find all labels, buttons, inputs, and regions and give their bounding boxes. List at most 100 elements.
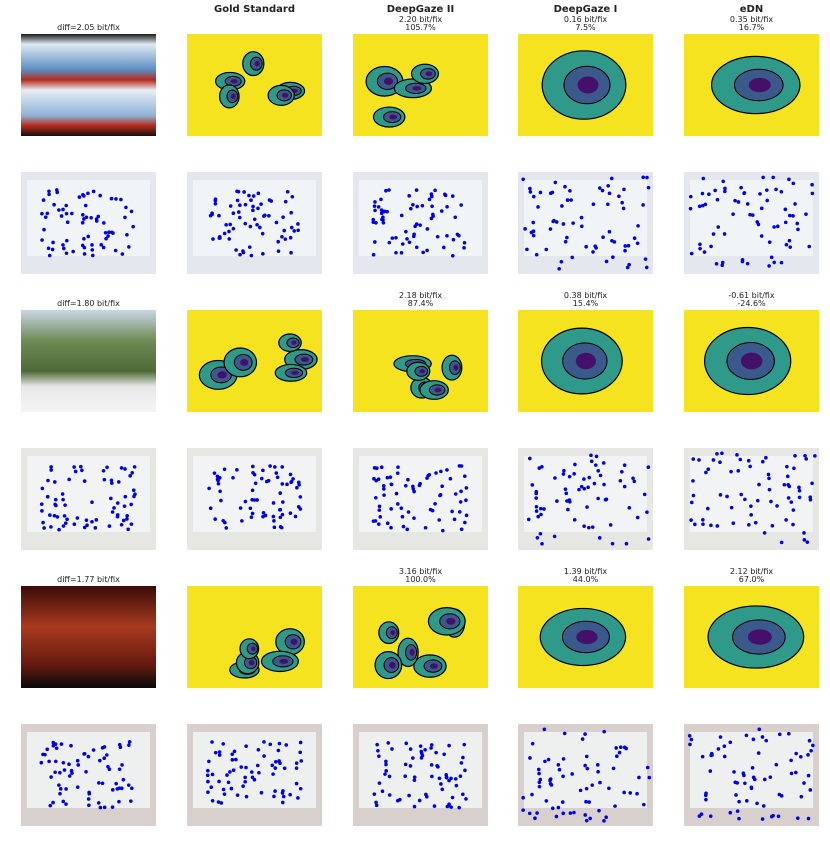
fixation xyxy=(775,504,779,508)
fixation xyxy=(597,186,602,190)
fixation xyxy=(125,517,129,521)
fixation xyxy=(240,519,244,523)
fixation xyxy=(445,233,449,238)
fixation xyxy=(429,763,434,767)
fixation xyxy=(807,244,812,249)
fixation xyxy=(531,233,536,238)
fixation xyxy=(411,234,416,239)
fixation xyxy=(241,784,245,788)
fixation xyxy=(294,781,299,786)
fixation xyxy=(701,522,705,526)
fixation xyxy=(40,486,45,491)
fixation xyxy=(450,509,454,514)
fixation xyxy=(129,799,133,803)
fixation xyxy=(557,767,562,772)
fixation xyxy=(257,770,261,775)
fixation xyxy=(294,761,299,765)
fixation xyxy=(51,800,55,805)
fixation xyxy=(281,794,286,799)
fixation xyxy=(395,471,400,475)
fixation xyxy=(120,763,124,767)
saliency-peak xyxy=(389,661,396,669)
fixation xyxy=(413,224,417,229)
photo xyxy=(21,34,156,136)
fixation xyxy=(590,525,595,529)
fixation xyxy=(213,202,218,206)
fixation xyxy=(281,789,285,793)
fixation xyxy=(538,190,543,195)
fixation xyxy=(707,192,711,196)
fixation xyxy=(269,199,274,203)
fixation xyxy=(620,200,624,205)
fixation xyxy=(382,209,386,214)
fixation xyxy=(221,787,226,792)
fixation xyxy=(274,220,279,225)
fixation xyxy=(797,485,801,490)
fixation xyxy=(53,742,58,746)
fixation xyxy=(59,214,64,218)
fixation xyxy=(637,775,641,780)
fixation xyxy=(698,246,702,251)
saliency-peak xyxy=(281,92,289,98)
fixation xyxy=(530,792,534,797)
fixation xyxy=(462,742,467,747)
fixation xyxy=(739,185,743,190)
fixation xyxy=(585,766,590,771)
fixation xyxy=(435,234,440,239)
fixation xyxy=(259,202,263,206)
fixation xyxy=(697,204,702,209)
fixation xyxy=(63,503,67,507)
fixation xyxy=(110,230,114,235)
fixation xyxy=(205,773,210,778)
fixation xyxy=(404,229,408,234)
fixation xyxy=(764,455,768,460)
fixation xyxy=(380,217,384,222)
fixation xyxy=(371,252,376,257)
fixation xyxy=(619,745,623,750)
fixation xyxy=(259,476,264,481)
fixation xyxy=(804,457,809,461)
fixation xyxy=(582,486,587,491)
diff-label: diff=1.80 bit/fix xyxy=(57,299,120,308)
fixation xyxy=(61,497,65,502)
fixation xyxy=(381,483,386,488)
fixation xyxy=(207,486,211,491)
score-percent: 15.4% xyxy=(573,299,599,308)
fixation xyxy=(262,754,266,758)
fixation xyxy=(296,796,300,800)
fixation xyxy=(75,785,80,789)
fixation xyxy=(625,265,630,270)
fixation xyxy=(691,493,696,498)
fixation xyxy=(723,186,727,191)
fixation xyxy=(107,767,112,772)
fixation xyxy=(219,498,223,503)
fixation xyxy=(808,497,813,502)
fixation xyxy=(130,786,134,791)
fixation xyxy=(789,758,793,763)
fixation xyxy=(704,470,708,475)
fixation xyxy=(119,197,123,202)
fixation xyxy=(234,248,238,252)
fixation xyxy=(90,253,95,258)
fixation xyxy=(93,526,98,530)
saliency-peak xyxy=(240,358,249,367)
fixation xyxy=(548,227,553,231)
fixation xyxy=(552,534,557,539)
fixation xyxy=(248,506,253,511)
fixation xyxy=(57,208,61,212)
score-bits: 2.18 bit/fix xyxy=(399,291,443,300)
fixation xyxy=(457,510,462,514)
fixation xyxy=(802,531,806,535)
fixation xyxy=(584,786,589,791)
fixation xyxy=(612,240,617,244)
fixation xyxy=(579,484,584,489)
fixation xyxy=(52,480,57,484)
fixation xyxy=(687,733,692,738)
fixation xyxy=(64,251,69,256)
fixation xyxy=(536,514,540,519)
fixation xyxy=(521,177,525,182)
fixation xyxy=(755,220,760,224)
fixation xyxy=(406,477,410,482)
fixation xyxy=(450,254,455,258)
fixation xyxy=(372,792,377,796)
